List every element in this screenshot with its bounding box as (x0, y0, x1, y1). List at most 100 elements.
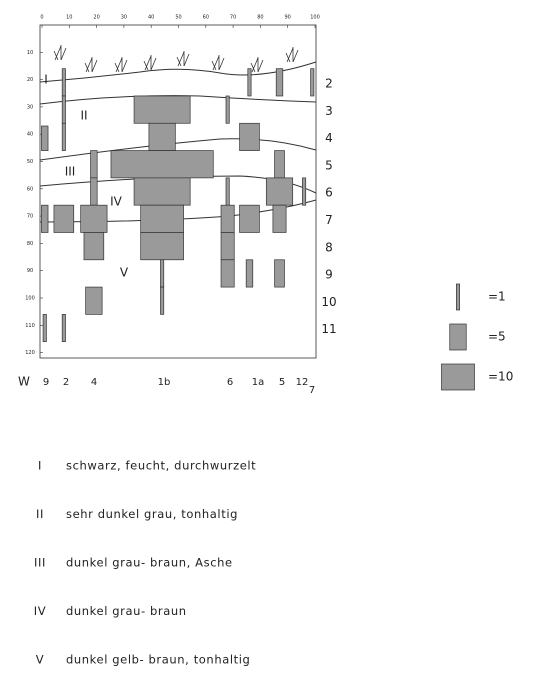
quantity-bar (310, 68, 315, 97)
x-tick-label: 50 (175, 15, 181, 21)
layer-number: 2 (325, 77, 333, 91)
legend-label: =5 (488, 330, 506, 344)
layer-number: 7 (325, 213, 333, 227)
quantity-bar (110, 150, 214, 179)
site-column: 7 (309, 385, 315, 396)
y-tick-label: 60 (27, 186, 33, 192)
quantity-bar (90, 177, 98, 206)
site-column: 1a (252, 377, 265, 388)
quantity-bar (133, 177, 191, 206)
quantity-bar (133, 95, 191, 124)
x-tick-label: 80 (257, 15, 263, 21)
site-column: 4 (91, 377, 97, 388)
quantity-bar (61, 314, 66, 343)
legend-swatch (449, 323, 467, 351)
site-column: 12 (296, 377, 309, 388)
horizon-numeral: III (34, 556, 46, 570)
quantity-bar (220, 259, 235, 288)
y-tick-label: 90 (27, 268, 33, 274)
horizon-label: IV (110, 195, 123, 209)
quantity-bar (41, 204, 49, 233)
horizon-label: III (65, 165, 76, 179)
quantity-bar (61, 95, 66, 124)
layer-number: 3 (325, 104, 333, 118)
legend-label: =10 (488, 370, 513, 384)
plant-icon (176, 51, 190, 67)
layer-number: 6 (325, 186, 333, 200)
quantity-bar (239, 122, 260, 151)
horizon-label: V (120, 266, 129, 280)
quantity-bar (148, 122, 176, 151)
quantity-bar (53, 204, 75, 233)
quantity-bar (247, 68, 252, 97)
site-column: 1b (158, 377, 171, 388)
y-tick-label: 70 (27, 214, 33, 220)
y-tick-label: 50 (27, 159, 33, 165)
horizon-numeral: IV (34, 604, 46, 618)
layer-number: 9 (325, 268, 333, 282)
y-tick-label: 80 (27, 241, 33, 247)
quantity-bar (85, 286, 103, 315)
quantity-bar (225, 95, 230, 124)
horizon-description: dunkel grau- braun, Asche (66, 556, 233, 570)
quantity-bar (239, 204, 260, 233)
quantity-bar (274, 150, 285, 179)
x-tick-label: 60 (203, 15, 209, 21)
plant-icon (53, 45, 67, 61)
x-tick-label: 100 (310, 15, 320, 21)
quantity-bar (41, 125, 49, 151)
quantity-bar (83, 232, 105, 261)
horizon-numeral: V (36, 653, 44, 667)
plants (53, 45, 299, 73)
quantity-bar (160, 286, 165, 315)
boundary-line (39, 95, 317, 105)
legend-swatch (456, 283, 461, 311)
horizon-numeral: II (36, 507, 44, 521)
quantity-bar (42, 314, 47, 343)
x-tick-label: 30 (121, 15, 127, 21)
horizon-description: schwarz, feucht, durchwurzelt (66, 459, 256, 473)
site-label: W (18, 375, 30, 389)
plant-icon (143, 55, 157, 71)
plant-icon (250, 57, 264, 73)
quantity-bar (275, 68, 284, 97)
frame (39, 24, 317, 359)
y-tick-label: 100 (25, 296, 35, 302)
quantity-bar (140, 204, 184, 233)
surface-line (39, 61, 317, 83)
x-tick-label: 40 (148, 15, 154, 21)
horizon-description: dunkel grau- braun (66, 604, 187, 618)
plant-icon (84, 57, 98, 73)
x-tick-label: 0 (40, 15, 43, 21)
quantity-bar (245, 259, 254, 288)
quantity-bar (61, 122, 66, 151)
horizon-description: dunkel gelb- braun, tonhaltig (66, 653, 250, 667)
quantity-bar (90, 150, 98, 179)
layer-number: 10 (321, 295, 336, 309)
quantity-bar (265, 177, 294, 206)
quantity-bar (225, 177, 230, 206)
legend-label: =1 (488, 290, 506, 304)
y-tick-label: 10 (27, 50, 33, 56)
site-column: 5 (279, 377, 285, 388)
site-column: 6 (227, 377, 233, 388)
site-column: 9 (43, 377, 49, 388)
layer-number: 5 (325, 158, 333, 172)
quantity-bar (61, 68, 66, 97)
layer-number: 11 (321, 322, 336, 336)
layer-number: 8 (325, 240, 333, 254)
horizon-numeral: I (38, 459, 42, 473)
horizon-description: sehr dunkel grau, tonhaltig (66, 507, 238, 521)
horizon-label: II (80, 109, 87, 123)
plant-icon (285, 47, 299, 63)
site-column: 2 (63, 377, 69, 388)
y-tick-label: 30 (27, 104, 33, 110)
plant-icon (114, 57, 128, 73)
y-tick-label: 40 (27, 132, 33, 138)
quantity-bar (220, 204, 235, 233)
quantity-bar (140, 232, 184, 261)
y-tick-label: 20 (27, 77, 33, 83)
quantity-bar (272, 204, 287, 233)
layer-number: 4 (325, 131, 333, 145)
